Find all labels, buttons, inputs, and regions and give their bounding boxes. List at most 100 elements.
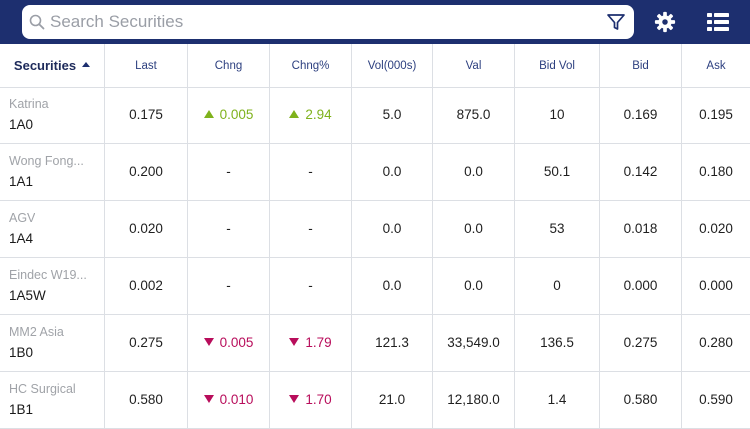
bid-vol-cell-value: 53 xyxy=(549,221,565,236)
ask-cell-value: 0.180 xyxy=(699,164,733,179)
column-header-bid[interactable]: Bid xyxy=(599,44,681,87)
security-cell: HC Surgical 1B1 xyxy=(0,372,104,428)
security-name: Eindec W19... xyxy=(9,268,87,282)
table-row[interactable]: MM2 Asia 1B0 0.275 0.005 1.79 121.3 33,549.0 13… xyxy=(0,315,750,372)
ask-cell: 0.000 xyxy=(681,258,750,314)
chng-pct-cell: - xyxy=(269,144,351,200)
bid-cell: 0.169 xyxy=(599,87,681,143)
val-cell-value: 875.0 xyxy=(456,107,491,122)
bid-vol-cell: 53 xyxy=(514,201,599,257)
last-cell-value: 0.175 xyxy=(129,107,163,122)
bid-cell-value: 0.169 xyxy=(623,107,658,122)
security-code: 1A1 xyxy=(9,174,34,189)
chng-cell: 0.005 xyxy=(187,315,269,371)
last-cell-value: 0.275 xyxy=(129,335,163,350)
last-cell-value: 0.580 xyxy=(129,392,163,407)
bid-vol-cell: 136.5 xyxy=(514,315,599,371)
volume-cell-value: 21.0 xyxy=(378,392,406,407)
table-row[interactable]: Eindec W19... 1A5W 0.002 - - 0.0 0.0 0 0.000 0.00… xyxy=(0,258,750,315)
list-view-icon[interactable] xyxy=(707,12,729,32)
column-header-securities[interactable]: Securities xyxy=(0,44,104,87)
bid-vol-cell: 50.1 xyxy=(514,144,599,200)
table-row[interactable]: Wong Fong... 1A1 0.200 - - 0.0 0.0 50.1 0.142 0.1… xyxy=(0,144,750,201)
bid-cell: 0.142 xyxy=(599,144,681,200)
ask-cell-value: 0.280 xyxy=(699,335,733,350)
filter-icon[interactable] xyxy=(606,12,626,32)
chng-cell: 0.005 xyxy=(187,87,269,143)
bid-cell-value: 0.275 xyxy=(623,335,658,350)
table-row[interactable]: Katrina 1A0 0.175 0.005 2.94 5.0 875.0 10 0.169 0… xyxy=(0,87,750,144)
bid-cell-value: 0.142 xyxy=(623,164,658,179)
val-cell-value: 0.0 xyxy=(464,221,483,236)
volume-cell: 21.0 xyxy=(351,372,432,428)
last-cell: 0.175 xyxy=(104,87,187,143)
security-name: HC Surgical xyxy=(9,382,76,396)
chng-pct-cell-value: - xyxy=(308,164,313,179)
volume-cell: 121.3 xyxy=(351,315,432,371)
bid-cell: 0.018 xyxy=(599,201,681,257)
ask-cell: 0.195 xyxy=(681,87,750,143)
securities-table: Securities Last Chng Chng% Vol(000s) Val… xyxy=(0,44,750,429)
column-header-ask[interactable]: Ask xyxy=(681,44,750,87)
security-cell: Wong Fong... 1A1 xyxy=(0,144,104,200)
chng-cell-value: - xyxy=(226,221,231,236)
val-cell: 875.0 xyxy=(432,87,514,143)
table-header-row: Securities Last Chng Chng% Vol(000s) Val… xyxy=(0,44,750,88)
column-header-chng[interactable]: Chng xyxy=(187,44,269,87)
up-arrow-icon xyxy=(289,110,300,118)
bid-cell-value: 0.018 xyxy=(623,221,658,236)
volume-cell-value: 5.0 xyxy=(382,107,402,122)
chng-cell-value: 0.010 xyxy=(219,392,254,407)
security-code: 1A5W xyxy=(9,288,46,303)
last-cell-value: 0.002 xyxy=(129,278,163,293)
val-cell: 12,180.0 xyxy=(432,372,514,428)
volume-cell: 0.0 xyxy=(351,258,432,314)
table-row[interactable]: AGV 1A4 0.020 - - 0.0 0.0 53 0.018 0.020 xyxy=(0,201,750,258)
val-cell-value: 0.0 xyxy=(464,164,483,179)
chng-cell-value: 0.005 xyxy=(219,335,254,350)
security-code: 1A4 xyxy=(9,231,34,246)
volume-cell: 0.0 xyxy=(351,201,432,257)
security-code: 1B1 xyxy=(9,402,34,417)
volume-cell-value: 0.0 xyxy=(382,164,402,179)
security-name: MM2 Asia xyxy=(9,325,64,339)
column-header-last[interactable]: Last xyxy=(104,44,187,87)
sort-ascending-icon xyxy=(82,62,91,68)
column-header-chng-pct[interactable]: Chng% xyxy=(269,44,351,87)
bid-vol-cell: 0 xyxy=(514,258,599,314)
security-name: Katrina xyxy=(9,97,49,111)
val-cell-value: 12,180.0 xyxy=(447,392,500,407)
search-box[interactable] xyxy=(22,5,634,39)
up-arrow-icon xyxy=(203,110,214,118)
column-header-volume[interactable]: Vol(000s) xyxy=(351,44,432,87)
val-cell-value: 33,549.0 xyxy=(447,335,500,350)
chng-pct-cell: 1.70 xyxy=(269,372,351,428)
ask-cell-value: 0.590 xyxy=(699,392,733,407)
down-arrow-icon xyxy=(289,395,300,403)
chng-pct-cell: 1.79 xyxy=(269,315,351,371)
volume-cell-value: 0.0 xyxy=(382,278,402,293)
chng-pct-cell-value: - xyxy=(308,278,313,293)
val-cell: 33,549.0 xyxy=(432,315,514,371)
chng-cell-value: - xyxy=(226,164,231,179)
search-input[interactable] xyxy=(50,10,590,34)
security-cell: MM2 Asia 1B0 xyxy=(0,315,104,371)
last-cell: 0.002 xyxy=(104,258,187,314)
chng-pct-cell: - xyxy=(269,258,351,314)
gear-icon[interactable] xyxy=(654,11,676,33)
last-cell: 0.580 xyxy=(104,372,187,428)
bid-vol-cell-value: 136.5 xyxy=(540,335,574,350)
chng-cell: - xyxy=(187,144,269,200)
column-header-bid-vol[interactable]: Bid Vol xyxy=(514,44,599,87)
last-cell-value: 0.200 xyxy=(129,164,163,179)
val-cell: 0.0 xyxy=(432,144,514,200)
bid-cell: 0.580 xyxy=(599,372,681,428)
table-row[interactable]: HC Surgical 1B1 0.580 0.010 1.70 21.0 12,180.0… xyxy=(0,372,750,429)
last-cell-value: 0.020 xyxy=(129,221,163,236)
security-code: 1B0 xyxy=(9,345,34,360)
ask-cell: 0.280 xyxy=(681,315,750,371)
column-header-val[interactable]: Val xyxy=(432,44,514,87)
volume-cell-value: 121.3 xyxy=(375,335,409,350)
ask-cell-value: 0.195 xyxy=(699,107,733,122)
bid-cell-value: 0.000 xyxy=(623,278,658,293)
